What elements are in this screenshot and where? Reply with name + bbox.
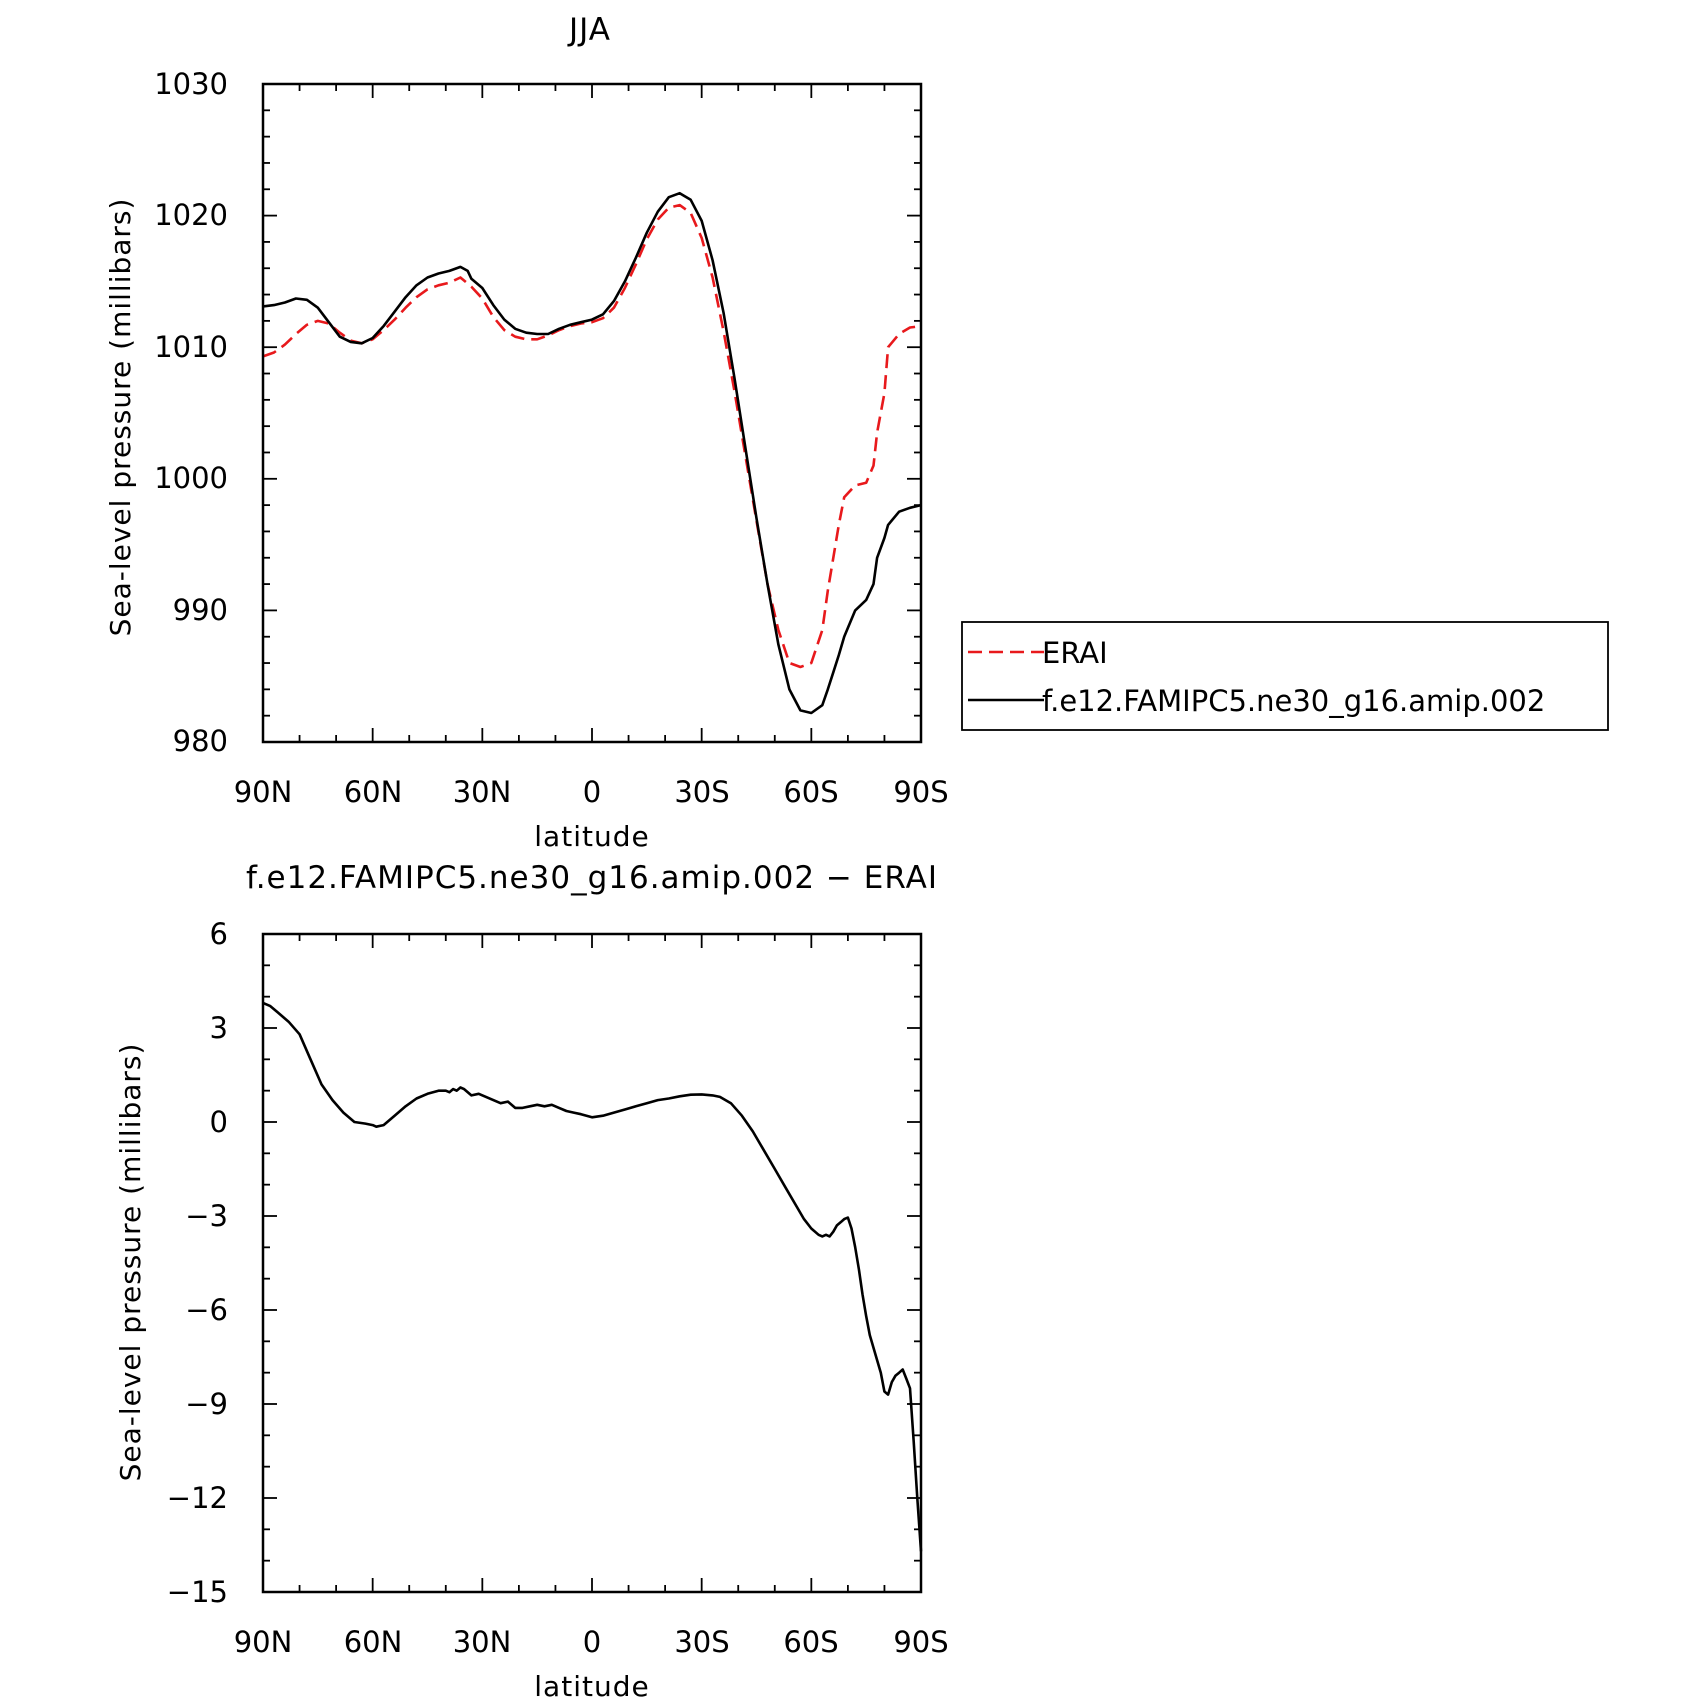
top-ytick-label: 1000 bbox=[154, 461, 228, 495]
top-series-lines bbox=[262, 191, 922, 715]
top-xtick-label: 90N bbox=[234, 775, 293, 809]
top-plot-area bbox=[261, 82, 923, 744]
top-ytick-labels: 980 990 1000 1010 1020 1030 bbox=[154, 67, 228, 758]
bottom-xtick-label: 60S bbox=[783, 1625, 838, 1659]
top-xtick-label: 60N bbox=[344, 775, 403, 809]
top-yaxis-label: Sea-level pressure (millibars) bbox=[104, 198, 137, 637]
legend-label-erai: ERAI bbox=[1042, 636, 1108, 670]
legend: ERAI f.e12.FAMIPC5.ne30_g16.amip.002 bbox=[961, 621, 1609, 731]
bottom-ytick-label: −12 bbox=[167, 1481, 228, 1515]
top-xaxis-label: latitude bbox=[534, 820, 649, 853]
bottom-xaxis-label: latitude bbox=[534, 1670, 649, 1702]
top-ytick-label: 1030 bbox=[154, 67, 228, 101]
top-xtick-label: 0 bbox=[583, 775, 601, 809]
bottom-xtick-label: 90N bbox=[234, 1625, 293, 1659]
bottom-xtick-label: 60N bbox=[344, 1625, 403, 1659]
legend-label-model: f.e12.FAMIPC5.ne30_g16.amip.002 bbox=[1042, 684, 1545, 718]
bottom-ytick-labels: −15 −12 −9 −6 −3 0 3 6 bbox=[167, 917, 228, 1609]
top-chart-title: JJA bbox=[567, 12, 611, 48]
top-ticks bbox=[262, 83, 922, 743]
bottom-xtick-label: 30N bbox=[453, 1625, 512, 1659]
bottom-yaxis-label: Sea-level pressure (millibars) bbox=[114, 1043, 147, 1482]
bottom-series-lines bbox=[262, 1001, 923, 1552]
top-xtick-label: 30N bbox=[453, 775, 512, 809]
top-xtick-labels: 90N 60N 30N 0 30S 60S 90S bbox=[234, 775, 949, 809]
top-chart: JJA 980 990 1000 1010 1020 1030 90N 60N … bbox=[104, 12, 1609, 853]
bottom-ytick-label: 3 bbox=[210, 1011, 228, 1045]
bottom-ticks bbox=[262, 933, 922, 1593]
bottom-ytick-label: −3 bbox=[185, 1199, 228, 1233]
bottom-chart: f.e12.FAMIPC5.ne30_g16.amip.002 − ERAI −… bbox=[114, 860, 949, 1702]
top-xtick-label: 60S bbox=[783, 775, 838, 809]
top-plot-frame bbox=[261, 82, 923, 744]
bottom-xtick-label: 90S bbox=[893, 1625, 948, 1659]
top-ytick-label: 1010 bbox=[154, 330, 228, 364]
bottom-xtick-labels: 90N 60N 30N 0 30S 60S 90S bbox=[234, 1625, 949, 1659]
top-ytick-label: 990 bbox=[173, 593, 228, 627]
top-ytick-label: 1020 bbox=[154, 198, 228, 232]
top-xtick-label: 30S bbox=[674, 775, 729, 809]
bottom-plot-area bbox=[261, 932, 923, 1594]
bottom-ytick-label: 0 bbox=[210, 1105, 228, 1139]
bottom-plot-frame bbox=[261, 932, 923, 1594]
top-ytick-label: 980 bbox=[173, 724, 228, 758]
top-xtick-label: 90S bbox=[893, 775, 948, 809]
bottom-xtick-label: 30S bbox=[674, 1625, 729, 1659]
legend-box bbox=[961, 621, 1609, 731]
top-series-line bbox=[262, 203, 922, 669]
top-series-line bbox=[262, 191, 922, 715]
bottom-chart-title: f.e12.FAMIPC5.ne30_g16.amip.002 − ERAI bbox=[246, 860, 938, 896]
bottom-ytick-label: −6 bbox=[185, 1293, 228, 1327]
bottom-ytick-label: −9 bbox=[185, 1387, 228, 1421]
bottom-xtick-label: 0 bbox=[583, 1625, 601, 1659]
bottom-ytick-label: 6 bbox=[210, 917, 228, 951]
bottom-ytick-label: −15 bbox=[167, 1575, 228, 1609]
bottom-series-line bbox=[262, 1001, 923, 1552]
